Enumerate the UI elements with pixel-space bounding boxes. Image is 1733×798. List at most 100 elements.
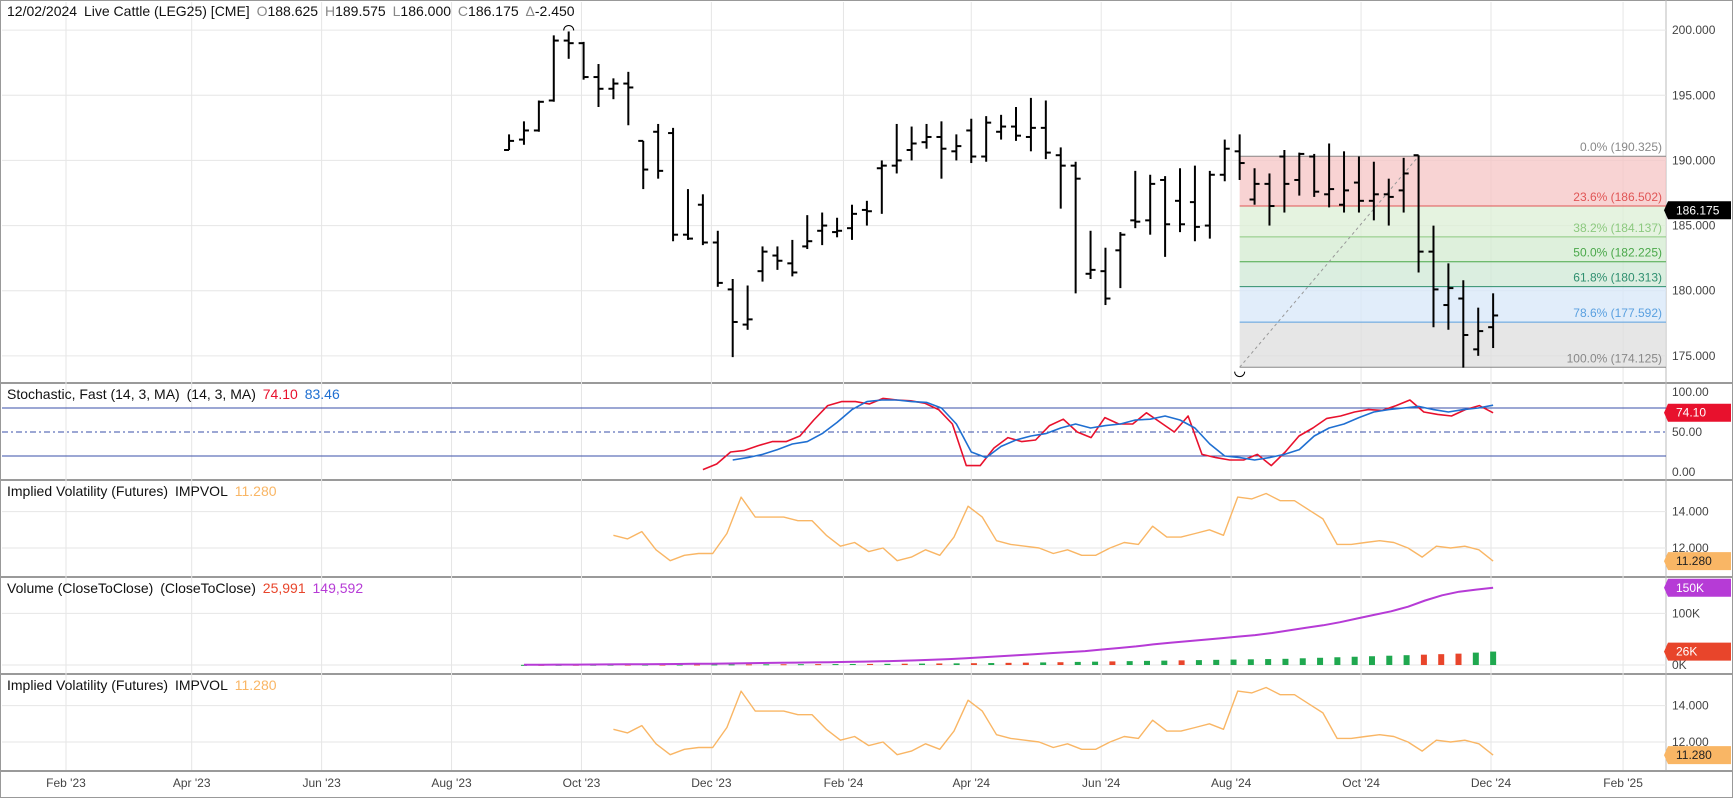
volume-bar [1022,662,1029,665]
ohlc-bar [1189,165,1200,242]
volume-bar [867,663,874,665]
price-tick-label: 185.000 [1672,219,1716,233]
volume-params: (CloseToClose) [160,580,256,596]
x-tick-label: Dec '24 [1471,776,1512,790]
volume-bar [711,664,718,666]
ohlc-bar [1234,134,1245,180]
ohlc-bar [1040,100,1051,160]
ohlc-bar [802,215,813,250]
ohlc-bar [861,200,872,226]
volume-bar [1109,661,1116,665]
header-date: 12/02/2024 [7,3,78,19]
x-tick-label: Apr '24 [952,776,990,790]
ohlc-bar [981,116,992,162]
fib-band [1239,206,1666,237]
x-tick-label: Feb '24 [824,776,864,790]
low-marker [1234,371,1246,378]
header-high: 189.575 [335,3,386,19]
volume-bar [815,664,822,666]
ohlc-bar [891,123,902,174]
x-tick-label: Dec '23 [691,776,732,790]
volume-bar [1040,662,1047,665]
price-tick-label: 200.000 [1672,23,1716,37]
price-tick-label: 190.000 [1672,153,1716,167]
iv-code-2: IMPVOL [174,677,228,693]
volume-bar [676,664,683,666]
iv-title-1: Implied Volatility (Futures) [7,483,169,499]
ohlc-bar [1368,161,1379,221]
volume-bar [1126,661,1133,665]
fib-band [1239,286,1666,323]
volume-bar [1334,657,1341,665]
iv-1-tick-label: 14.000 [1672,505,1709,519]
iv-2-tick-label: 12.000 [1672,735,1709,749]
price-tick-label: 180.000 [1672,284,1716,298]
ohlc-bar [1249,168,1260,205]
volume-bar [1247,659,1254,665]
ohlc-bar [772,246,783,270]
volume-bar [1317,657,1324,665]
volume-bar [1282,658,1289,665]
header-close: 186.175 [468,3,519,19]
price-tick-label: 175.000 [1672,349,1716,363]
volume-header: Volume (CloseToClose) (CloseToClose) 25,… [7,580,366,596]
x-tick-label: Jun '23 [302,776,341,790]
stoch-k-badge-label: 74.10 [1676,406,1706,420]
volume-bar [919,663,926,665]
x-tick-label: Feb '23 [46,776,86,790]
volume-bar [1092,661,1099,665]
volume-bar [520,664,527,666]
ohlc-bar [1085,230,1096,279]
fib-band [1239,261,1666,287]
stoch-d-line [732,399,1494,461]
volume-bar [1230,659,1237,665]
ohlc-bar [921,123,932,149]
stoch-tick-label: 50.00 [1672,425,1702,439]
x-tick-label: Aug '23 [431,776,472,790]
ohlc-bar [578,41,589,80]
volume-bar [1074,661,1081,665]
volume-bar [1455,653,1462,665]
ohlc-bar [742,285,753,330]
fib-band [1239,322,1666,368]
ohlc-bar [563,31,574,59]
ohlc-bar [996,114,1007,140]
volume-bar [1351,656,1358,665]
iv-2-line [613,686,1494,756]
volume-bar [1386,655,1393,665]
volume-bar [832,664,839,666]
volume-tick-label: 100K [1672,606,1700,620]
ohlc-bar [966,118,977,164]
volume-tick-label: 0K [1672,658,1687,672]
iv-1-tick-label: 12.000 [1672,541,1709,555]
iv-code-1: IMPVOL [174,483,228,499]
ohlc-bar [1413,154,1424,273]
ohlc-bar [548,35,559,102]
header-instrument: Live Cattle (LEG25) [CME] [83,3,250,19]
x-tick-label: Apr '23 [173,776,211,790]
volume-bar [728,664,735,666]
ohlc-bar [518,121,529,145]
volume-bar [1472,652,1479,665]
volume-bar [849,663,856,665]
volume-bar [1143,660,1150,665]
stoch-tick-label: 100.00 [1672,385,1709,399]
price-header: 12/02/2024 Live Cattle (LEG25) [CME] O18… [7,3,578,19]
ohlc-bar [1383,178,1394,226]
volume-bar [988,663,995,665]
header-open: 188.625 [267,3,319,19]
header-low-label: L [392,3,401,19]
stochastic-k-value: 74.10 [262,386,298,402]
ohlc-bar [1100,247,1111,306]
ohlc-bar [1175,168,1186,233]
header-change: -2.450 [534,3,575,19]
volume-badge-label: 26K [1676,645,1697,659]
volume-bar [901,663,908,665]
ohlc-bar [1264,173,1275,226]
ohlc-bar [1443,263,1454,330]
ohlc-bar [951,134,962,161]
stochastic-header: Stochastic, Fast (14, 3, MA) (14, 3, MA)… [7,386,343,402]
ohlc-bar [906,126,917,161]
